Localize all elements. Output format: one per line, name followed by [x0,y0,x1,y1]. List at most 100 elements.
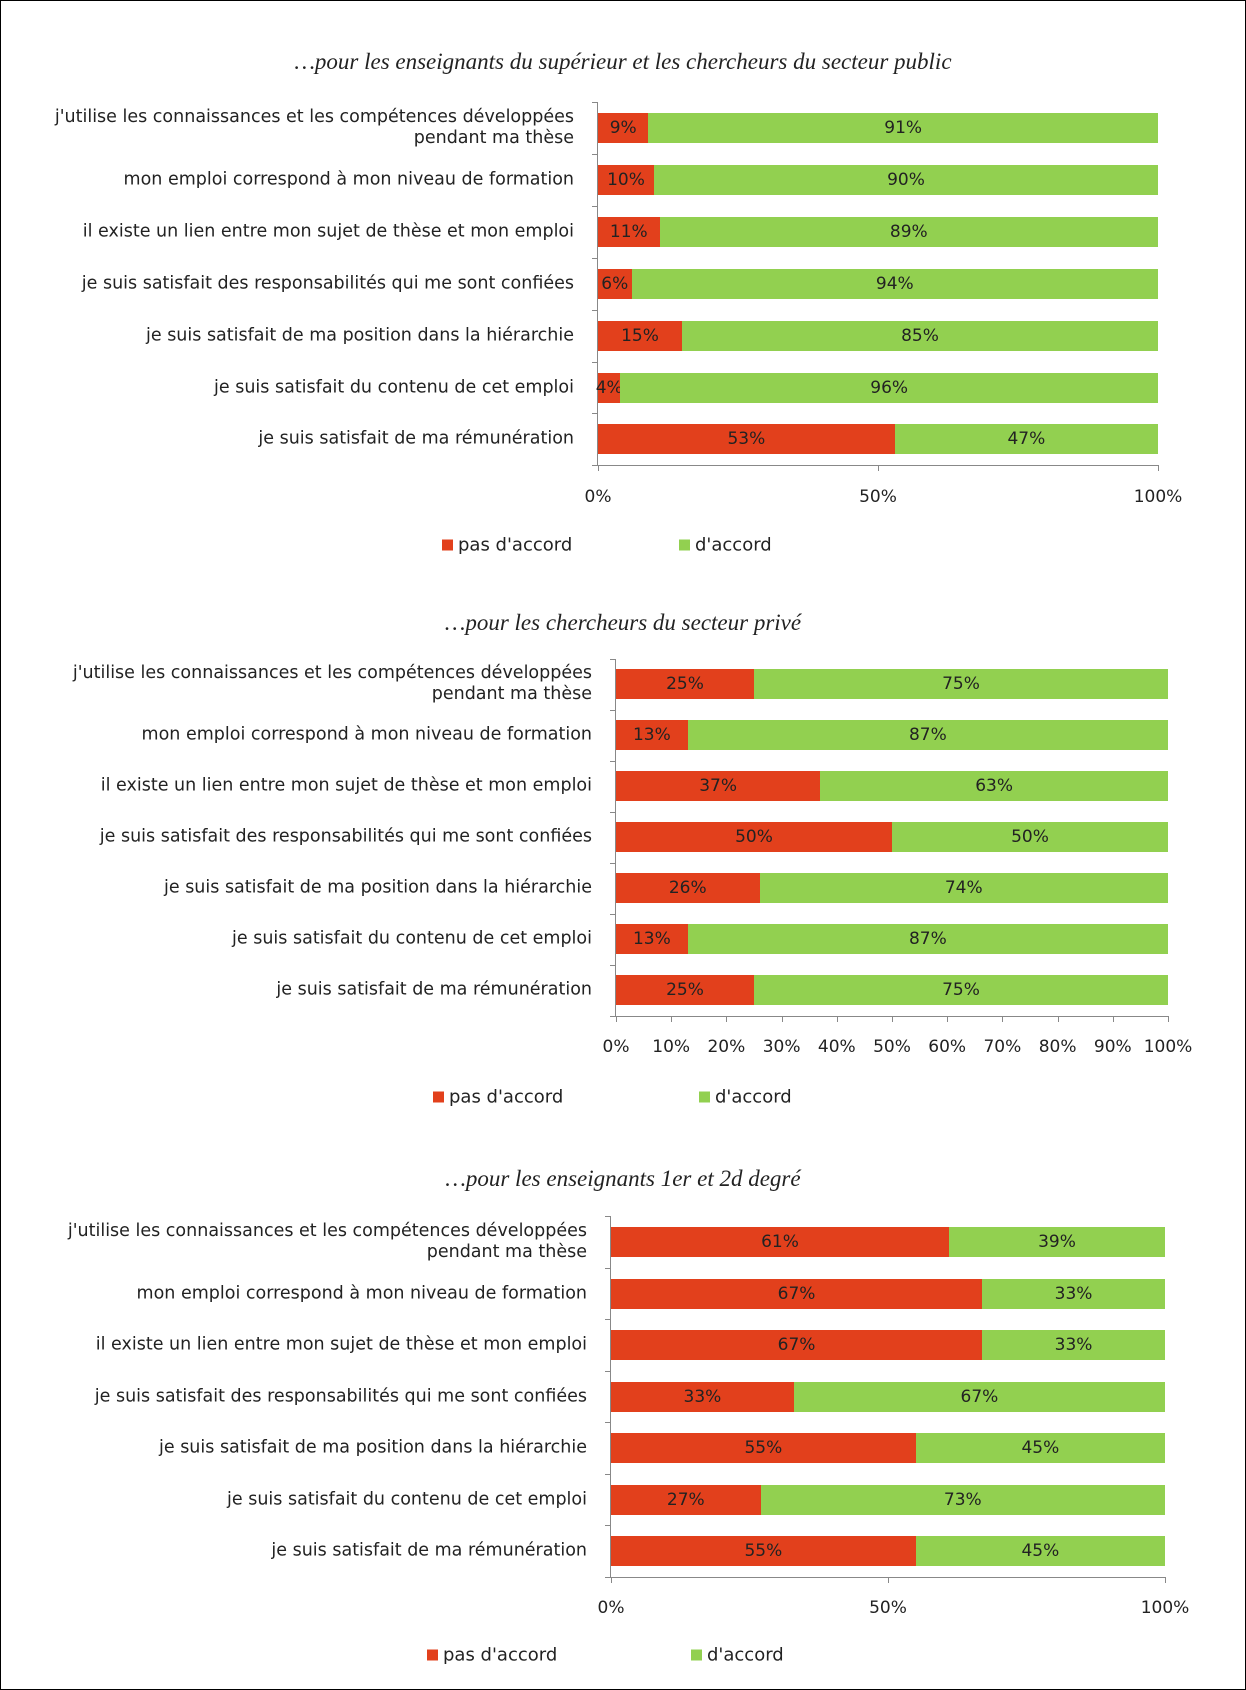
data-label: 53% [727,429,766,450]
x-tick-label: 0% [584,487,612,507]
bar-segment [754,975,1168,1005]
category-label: mon emploi correspond à mon niveau de fo… [141,724,592,745]
bar-segment [611,1433,916,1463]
x-tick-mark [1158,465,1159,472]
bar-segment [598,372,621,403]
bar-segment [648,113,1158,143]
data-label: 11% [609,221,648,242]
x-tick-label: 70% [983,1037,1022,1057]
legend-swatch [427,1649,438,1661]
category-label: je suis satisfait des responsabilités qu… [99,826,592,847]
x-tick-mark [616,1015,617,1022]
data-label: 90% [887,169,925,190]
bar-segment [654,164,1158,195]
data-label: 6% [601,273,629,294]
x-tick-mark [671,1015,673,1022]
y-tick-mark [592,153,598,155]
legend-swatch [442,539,453,551]
category-label: j'utilise les connaissances et les compé… [67,1221,587,1262]
data-label: 96% [870,377,909,398]
y-tick-mark [592,413,598,415]
x-tick-label: 50% [859,487,897,507]
y-tick-mark [605,1370,611,1372]
x-tick-label: 0% [597,1598,625,1618]
data-label: 67% [960,1386,999,1407]
x-tick-mark [836,1015,838,1022]
data-label: 25% [666,674,704,694]
data-label: 74% [944,878,983,898]
x-tick-mark [888,1576,889,1583]
legend-swatch [691,1649,702,1661]
bar-segment [616,975,754,1005]
x-tick-label: 100% [1133,487,1183,507]
category-label: je suis satisfait du contenu de cet empl… [227,1489,587,1509]
data-label: 47% [1007,429,1046,450]
y-tick-mark [605,1267,611,1269]
data-label: 75% [942,980,980,1000]
y-tick-mark [592,102,598,104]
y-tick-mark [592,257,598,259]
bar-segment [754,669,1168,699]
chart-title: …pour les enseignants 1er et 2d degré [445,1166,801,1191]
y-tick-mark [610,862,616,864]
y-tick-mark [610,658,616,660]
category-label: je suis satisfait de ma rémunération [258,428,574,449]
data-label: 55% [744,1438,783,1458]
category-label: je suis satisfait de ma position dans la… [164,877,592,898]
data-label: 89% [889,221,928,242]
data-label: 4% [595,377,623,398]
data-label: 33% [1054,1335,1093,1355]
bar-segment [616,924,688,954]
y-tick-mark [610,964,616,966]
legend-label: pas d'accord [443,1644,558,1666]
bar-segment [687,924,1168,954]
data-label: 50% [735,827,773,847]
data-label: 87% [908,725,947,745]
data-label: 45% [1021,1438,1060,1458]
category-label: il existe un lien entre mon sujet de thè… [82,221,574,242]
y-axis [615,658,616,1016]
data-label: 33% [683,1386,722,1407]
bar-segment [760,1484,1165,1515]
data-label: 87% [908,929,947,949]
category-label: mon emploi correspond à mon niveau de fo… [136,1283,587,1303]
x-tick-label: 80% [1038,1037,1077,1057]
bar-segment [982,1330,1165,1360]
category-label: il existe un lien entre mon sujet de thè… [95,1334,587,1355]
data-label: 33% [1054,1283,1093,1304]
bar-segment [759,873,1168,903]
category-label: je suis satisfait des responsabilités qu… [81,273,574,294]
data-label: 25% [666,980,704,1000]
x-tick-mark [598,465,599,472]
bar-segment [915,1433,1165,1463]
data-label: 39% [1038,1232,1076,1252]
y-tick-mark [605,1473,611,1475]
bar-segment [659,216,1158,247]
legend-swatch [433,1091,444,1103]
x-tick-label: 0% [602,1037,630,1057]
y-tick-mark [605,1525,611,1527]
bar-segment [682,320,1158,351]
legend-label: d'accord [695,534,772,556]
data-label: 61% [761,1232,799,1252]
y-tick-mark [610,1015,616,1017]
data-label: 55% [744,1541,783,1561]
x-tick-label: 10% [652,1037,691,1057]
x-tick-label: 100% [1143,1037,1193,1057]
x-tick-mark [1002,1015,1004,1022]
x-tick-mark [1112,1015,1114,1022]
bar-segment [894,424,1158,455]
y-tick-mark [592,309,598,311]
y-tick-mark [610,913,616,915]
x-tick-label: 90% [1093,1037,1132,1057]
bar-segment [616,822,892,852]
category-label: je suis satisfait des responsabilités qu… [94,1386,587,1406]
x-tick-label: 50% [869,1598,907,1618]
data-label: 73% [943,1489,982,1510]
y-tick-mark [592,205,598,207]
data-label: 94% [875,273,914,294]
data-label: 91% [884,118,923,138]
data-label: 27% [666,1489,705,1510]
legend-label: pas d'accord [449,1086,564,1108]
bar-segment [611,1330,983,1360]
